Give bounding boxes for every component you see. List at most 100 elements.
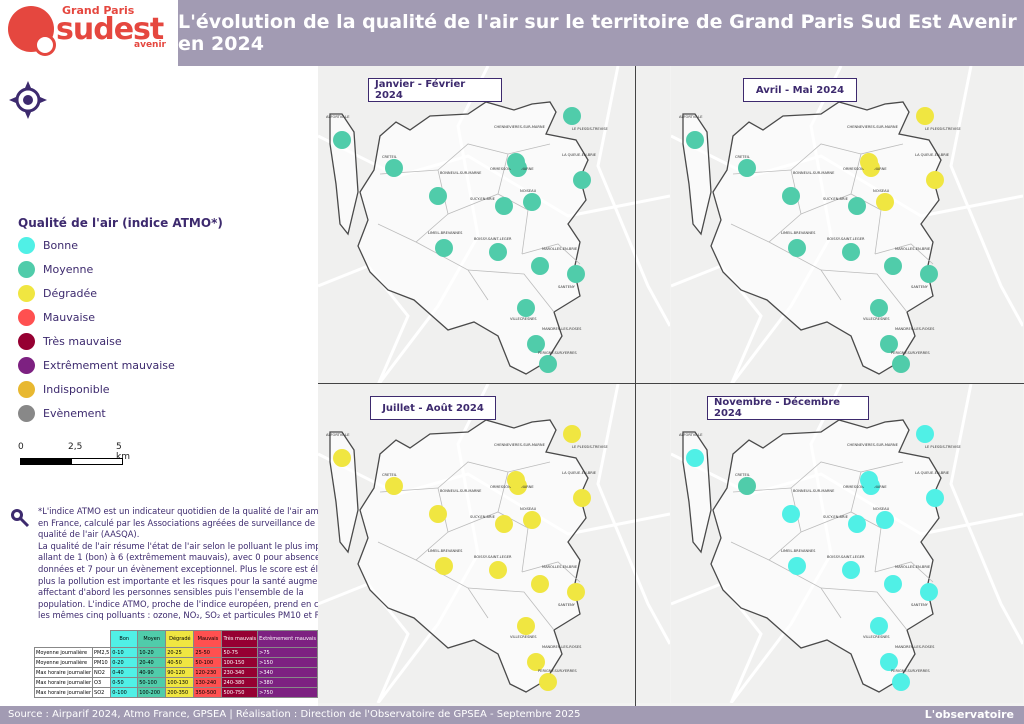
- scale-label-0: 0: [18, 442, 24, 452]
- commune-label: MAROLLES-EN-BRIE: [895, 565, 931, 569]
- threshold-header: Très mauvais: [221, 630, 259, 648]
- legend-title: Qualité de l'air (indice ATMO*): [18, 216, 223, 230]
- legend-item: Mauvaise: [18, 308, 95, 326]
- threshold-header: Dégradé: [165, 630, 195, 648]
- threshold-header: [35, 631, 93, 648]
- legend-dot-icon: [18, 284, 35, 302]
- air-quality-marker: [870, 617, 888, 635]
- threshold-cell: 40-90: [137, 667, 167, 678]
- map-q2-title: Avril - Mai 2024: [743, 78, 857, 102]
- commune-label: MANDRES-LES-ROSES: [895, 327, 935, 331]
- map-q1-title: Janvier - Février 2024: [368, 78, 502, 102]
- threshold-cell: >750: [257, 687, 318, 698]
- commune-label: BOISSY-SAINT-LEGER: [474, 555, 512, 559]
- commune-label: VILLECRESNES: [863, 635, 890, 639]
- legend-label: Bonne: [43, 238, 78, 252]
- commune-label: SANTENY: [558, 603, 576, 607]
- compass-rose-icon: [9, 81, 47, 119]
- road-line: [596, 66, 670, 327]
- commune-border: [874, 561, 934, 583]
- logo-line3: avenir: [134, 40, 166, 50]
- air-quality-marker: [880, 335, 898, 353]
- threshold-cell: 0-20: [110, 657, 139, 668]
- air-quality-marker: [876, 511, 894, 529]
- threshold-cell: 130-240: [193, 677, 223, 688]
- air-quality-marker: [573, 489, 591, 507]
- air-quality-marker: [916, 425, 934, 443]
- map-q4: ALFORTVILLE CRETEIL BONNEUIL-SUR-MARNE CHEN…: [671, 384, 1023, 703]
- commune-label: LE PLESSIS-TREVISE: [572, 127, 608, 131]
- legend-item: Indisponible: [18, 380, 110, 398]
- legend-item: Moyenne: [18, 260, 93, 278]
- territory-outline: [357, 419, 589, 693]
- commune-border: [820, 269, 908, 313]
- commune-border: [521, 561, 581, 583]
- commune-label: BOISSY-SAINT-LEGER: [827, 237, 865, 241]
- commune-border: [790, 143, 862, 171]
- legend-label: Très mauvaise: [43, 334, 122, 348]
- air-quality-marker: [788, 239, 806, 257]
- legend-label: Mauvaise: [43, 310, 96, 324]
- commune-label: MAROLLES-EN-BRIE: [542, 565, 578, 569]
- commune-border: [437, 143, 509, 171]
- air-quality-marker: [507, 471, 525, 489]
- commune-label: LA QUEUE-EN-BRIE: [562, 471, 597, 475]
- air-quality-marker: [738, 477, 756, 495]
- commune-label: CRETEIL: [735, 155, 750, 159]
- commune-label: MAROLLES-EN-BRIE: [542, 247, 578, 251]
- commune-label: BONNEUIL-SUR-MARNE: [440, 171, 482, 175]
- territory-outline: [710, 419, 942, 693]
- threshold-header: Bon: [110, 630, 139, 648]
- commune-border: [467, 269, 555, 313]
- commune-label: SUCY-EN-BRIE: [470, 515, 496, 519]
- map-q3-svg: ALFORTVILLE CRETEIL BONNEUIL-SUR-MARNE CHEN…: [318, 384, 670, 703]
- commune-label: VILLECRESNES: [863, 317, 890, 321]
- commune-label: CHENNEVIERES-SUR-MARNE: [494, 125, 546, 129]
- commune-label: ALFORTVILLE: [326, 115, 350, 119]
- air-quality-marker: [573, 171, 591, 189]
- commune-label: ALFORTVILLE: [679, 115, 703, 119]
- commune-label: MANDRES-LES-ROSES: [542, 645, 582, 649]
- commune-label: LIMEIL-BREVANNES: [428, 231, 463, 235]
- air-quality-marker: [489, 243, 507, 261]
- air-quality-marker: [567, 265, 585, 283]
- commune-label: LA QUEUE-EN-BRIE: [562, 153, 597, 157]
- threshold-cell: O3: [92, 677, 112, 688]
- air-quality-marker: [567, 583, 585, 601]
- map-divider-horizontal: [318, 383, 1024, 384]
- threshold-cell: 200-350: [165, 687, 195, 698]
- commune-label: VILLECRESNES: [510, 635, 537, 639]
- threshold-cell: >380: [257, 677, 318, 688]
- air-quality-marker: [539, 355, 557, 373]
- air-quality-marker: [517, 617, 535, 635]
- air-quality-marker: [920, 265, 938, 283]
- commune-border: [521, 243, 581, 265]
- air-quality-marker: [385, 159, 403, 177]
- legend-item: Extrêmement mauvaise: [18, 356, 175, 374]
- territory-outline: [357, 101, 589, 375]
- commune-label: CHENNEVIERES-SUR-MARNE: [847, 443, 899, 447]
- air-quality-marker: [489, 561, 507, 579]
- commune-border: [874, 243, 934, 265]
- road-line: [949, 384, 1023, 645]
- threshold-cell: 10-20: [137, 647, 167, 658]
- commune-border: [800, 193, 882, 255]
- legend-dot-icon: [18, 308, 35, 326]
- commune-label: PERIGNY-SUR-YERRES: [891, 351, 930, 355]
- air-quality-marker: [563, 107, 581, 125]
- threshold-row: Moyenne journalière PM2,5 0-10 10-20 20-25 25…: [33, 647, 318, 658]
- threshold-cell: PM2,5: [92, 647, 112, 658]
- commune-label: LE PLESSIS-TREVISE: [572, 445, 608, 449]
- legend-label: Extrêmement mauvaise: [43, 358, 175, 372]
- commune-label: CRETEIL: [735, 473, 750, 477]
- air-quality-marker: [517, 299, 535, 317]
- threshold-cell: 120-230: [193, 667, 223, 678]
- map-q4-title: Novembre - Décembre 2024: [707, 396, 869, 420]
- air-quality-marker: [531, 575, 549, 593]
- map-q3: ALFORTVILLE CRETEIL BONNEUIL-SUR-MARNE CHEN…: [318, 384, 670, 703]
- legend-dot-icon: [18, 332, 35, 350]
- air-quality-marker: [686, 131, 704, 149]
- map-q2: ALFORTVILLE CRETEIL BONNEUIL-SUR-MARNE CHEN…: [671, 66, 1023, 385]
- threshold-header: Moyen: [137, 630, 167, 648]
- air-quality-marker: [870, 299, 888, 317]
